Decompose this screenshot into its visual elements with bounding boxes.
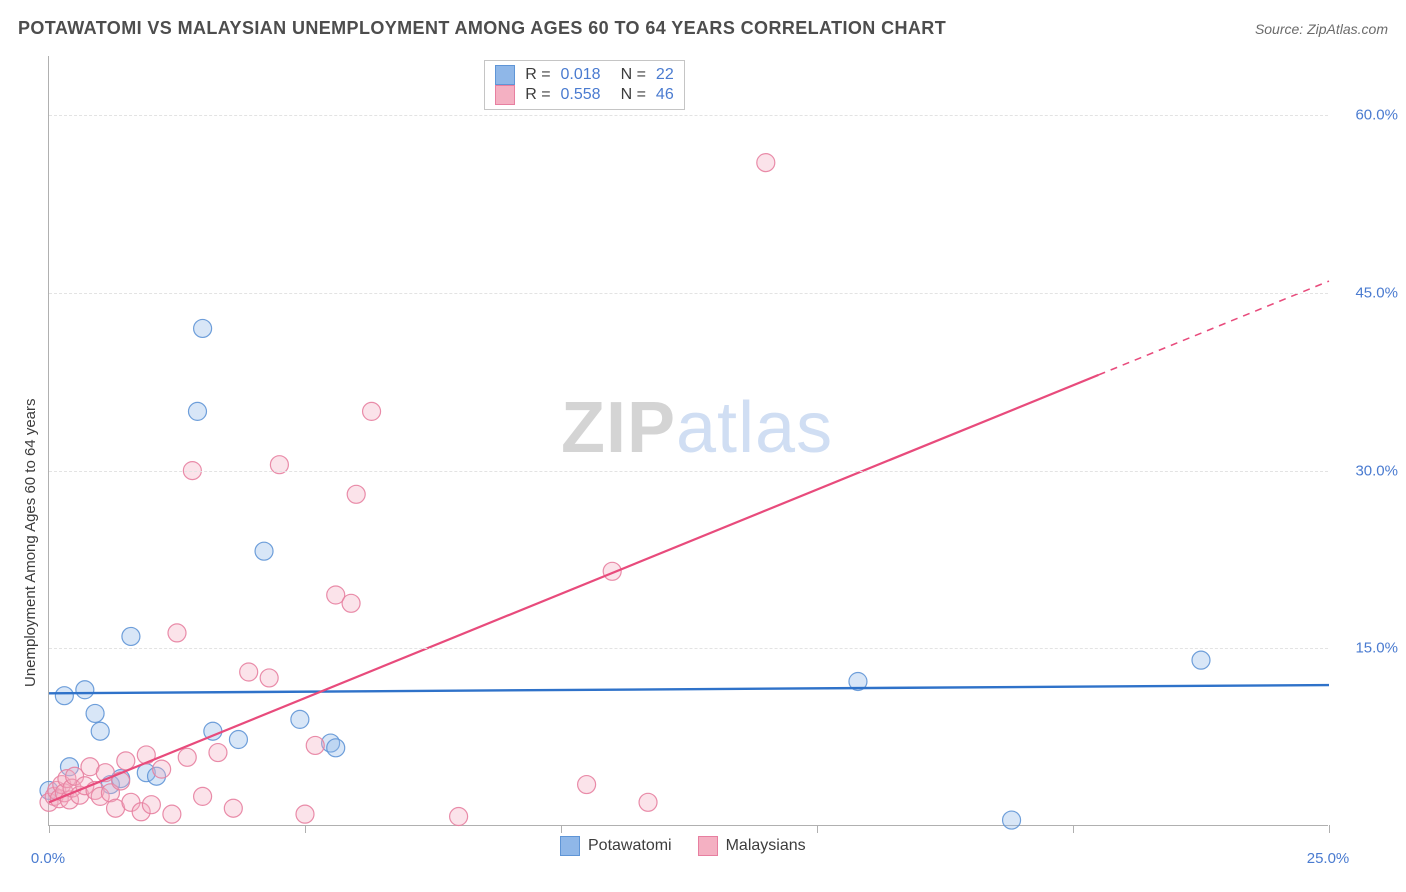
legend-r-label: R = [525, 66, 550, 84]
x-tick [1329, 825, 1330, 833]
data-point [86, 704, 104, 722]
data-point [55, 687, 73, 705]
x-tick [561, 825, 562, 833]
x-tick [305, 825, 306, 833]
x-tick [817, 825, 818, 833]
source-label: Source: ZipAtlas.com [1255, 21, 1388, 37]
data-point [1003, 811, 1021, 829]
data-point [450, 808, 468, 826]
regression-line [49, 685, 1329, 693]
data-point [188, 402, 206, 420]
grid-line [49, 115, 1328, 116]
legend-r-label: R = [525, 86, 550, 104]
grid-line [49, 471, 1328, 472]
data-point [168, 624, 186, 642]
x-tick [1073, 825, 1074, 833]
legend-swatch [495, 65, 515, 85]
data-point [194, 319, 212, 337]
data-point [178, 748, 196, 766]
x-tick-label: 0.0% [31, 850, 65, 867]
x-tick-label: 25.0% [1307, 850, 1350, 867]
legend-n-label: N = [621, 86, 646, 104]
legend-label: Potawatomi [588, 837, 672, 854]
data-point [142, 796, 160, 814]
data-point [296, 805, 314, 823]
y-tick-label: 15.0% [1338, 640, 1398, 657]
legend-swatch [495, 85, 515, 105]
data-point [255, 542, 273, 560]
data-point [260, 669, 278, 687]
data-point [327, 739, 345, 757]
data-point [224, 799, 242, 817]
title-bar: POTAWATOMI VS MALAYSIAN UNEMPLOYMENT AMO… [18, 18, 1388, 39]
data-point [240, 663, 258, 681]
legend-item: Potawatomi [560, 836, 672, 856]
chart-svg [49, 56, 1329, 826]
chart-title: POTAWATOMI VS MALAYSIAN UNEMPLOYMENT AMO… [18, 18, 946, 39]
legend-stats-row: R = 0.018 N = 22 [495, 65, 674, 85]
plot-area: ZIPatlas R =0.018N =22R =0.558N =46 15.0… [48, 56, 1328, 826]
regression-line-extrapolated [1099, 281, 1329, 375]
data-point [76, 681, 94, 699]
data-point [639, 793, 657, 811]
data-point [194, 787, 212, 805]
legend-item: Malaysians [698, 836, 806, 856]
y-axis-label: Unemployment Among Ages 60 to 64 years [22, 399, 39, 688]
y-tick-label: 45.0% [1338, 284, 1398, 301]
data-point [163, 805, 181, 823]
data-point [291, 710, 309, 728]
data-point [117, 752, 135, 770]
legend-n-value: 46 [656, 86, 674, 104]
data-point [229, 731, 247, 749]
legend-stats-row: R = 0.558 N = 46 [495, 85, 674, 105]
data-point [209, 744, 227, 762]
legend-n-label: N = [621, 66, 646, 84]
grid-line [49, 648, 1328, 649]
data-point [306, 736, 324, 754]
legend-label: Malaysians [726, 837, 806, 854]
data-point [342, 594, 360, 612]
legend-stats: R = 0.018 N = 22 R = 0.558 N = 46 [484, 60, 685, 110]
regression-line [49, 375, 1099, 802]
data-point [1192, 651, 1210, 669]
legend-swatch [560, 836, 580, 856]
data-point [347, 485, 365, 503]
data-point [363, 402, 381, 420]
y-tick-label: 60.0% [1338, 107, 1398, 124]
data-point [91, 722, 109, 740]
data-point [757, 154, 775, 172]
legend-r-value: 0.018 [561, 66, 601, 84]
x-tick [49, 825, 50, 833]
legend-r-value: 0.558 [561, 86, 601, 104]
legend-bottom: Potawatomi Malaysians [560, 836, 806, 856]
data-point [153, 760, 171, 778]
legend-swatch [698, 836, 718, 856]
legend-n-value: 22 [656, 66, 674, 84]
y-tick-label: 30.0% [1338, 462, 1398, 479]
data-point [578, 776, 596, 794]
data-point [122, 627, 140, 645]
grid-line [49, 293, 1328, 294]
